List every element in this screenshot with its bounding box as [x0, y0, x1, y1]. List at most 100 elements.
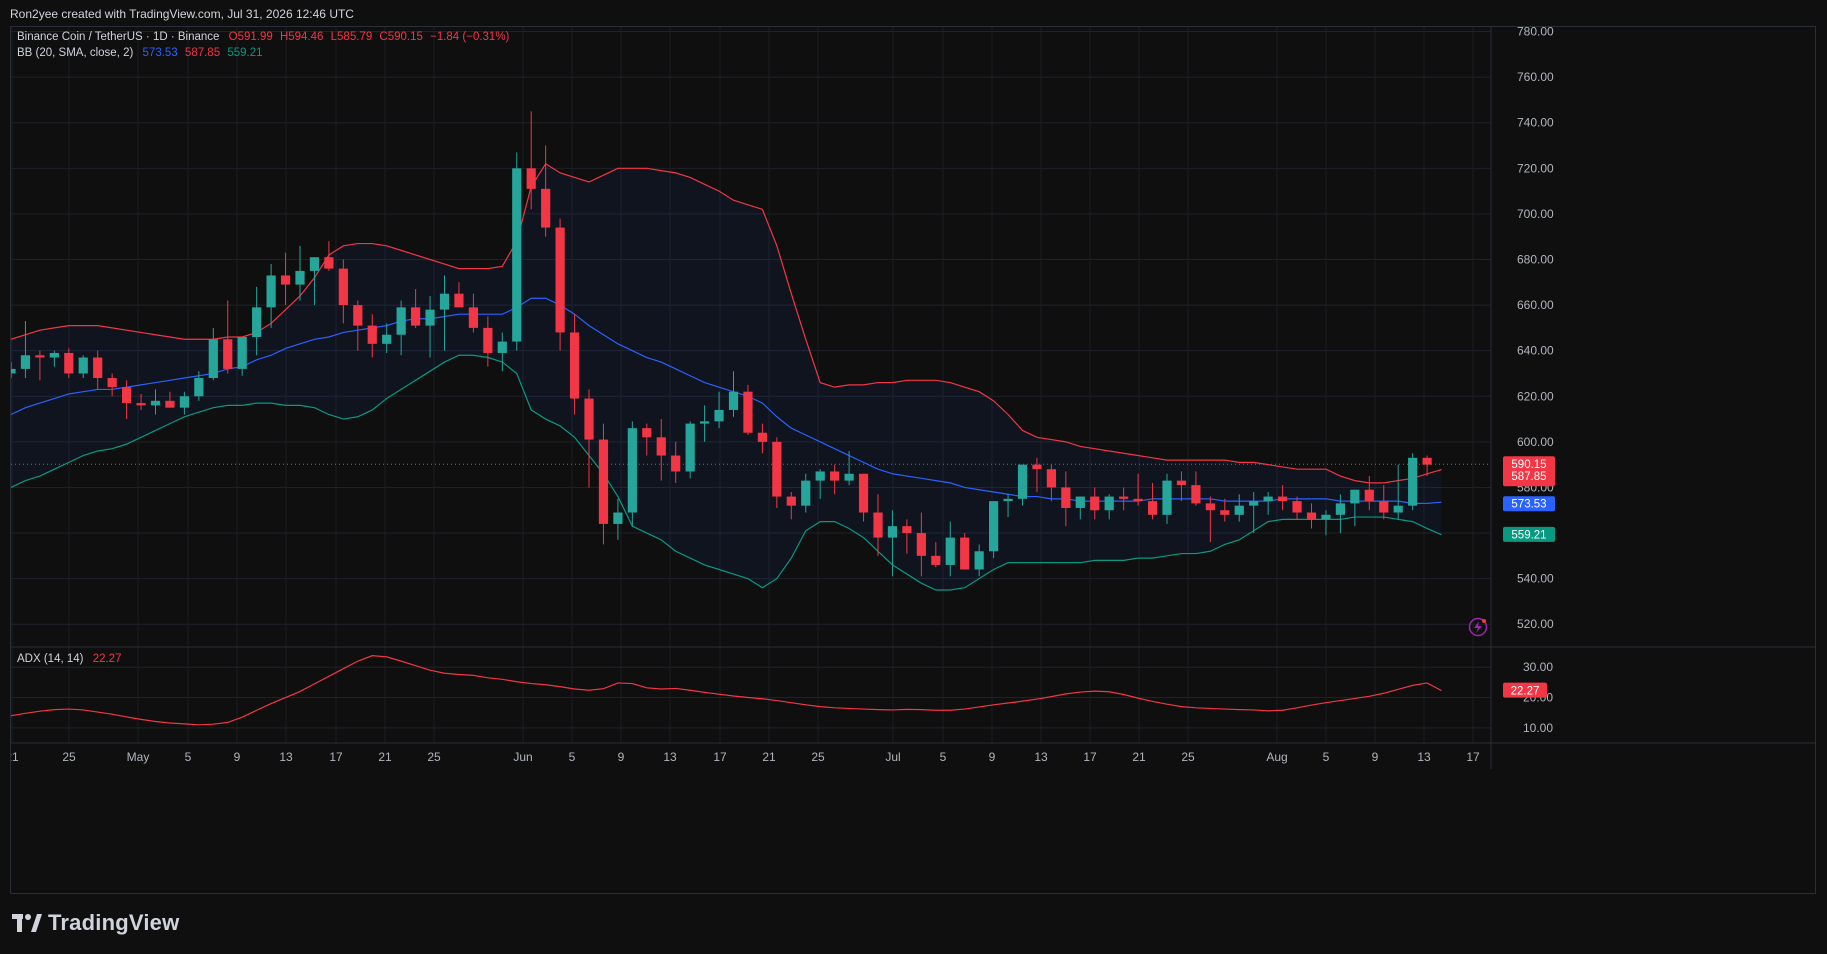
time-tick-label: 9	[234, 750, 241, 764]
candle-body	[1321, 514, 1331, 520]
candle	[1191, 471, 1201, 506]
candle-body	[671, 455, 681, 472]
candle-body	[136, 403, 146, 406]
candle-body	[555, 227, 565, 333]
candle-body	[902, 526, 912, 534]
legend-adx-row[interactable]: ADX (14, 14) 22.27	[17, 653, 121, 665]
candle	[656, 419, 666, 481]
time-tick-label: 9	[1372, 750, 1379, 764]
candle-body	[150, 400, 161, 406]
candle	[165, 391, 175, 408]
replay-icon-bolt	[1474, 621, 1482, 633]
candle	[1306, 503, 1317, 529]
candle-body	[569, 332, 580, 399]
tradingview-brand[interactable]: TradingView	[12, 910, 179, 936]
candle	[1292, 496, 1302, 520]
candle-body	[1119, 496, 1129, 499]
bb-upper-value: 587.85	[184, 47, 221, 59]
time-tick-label: 25	[427, 750, 441, 764]
candle-body	[1176, 480, 1187, 486]
candle	[396, 300, 406, 356]
candle	[541, 145, 551, 237]
candle	[642, 423, 652, 456]
time-tick-label: Aug	[1266, 750, 1287, 764]
bb-upper-line	[10, 162, 1442, 484]
price-tick-label: 660.00	[1517, 298, 1554, 312]
candle-body	[1335, 503, 1345, 515]
candle	[1321, 510, 1331, 536]
candle-body	[974, 551, 984, 570]
top-bar: Ron2yee created with TradingView.com, Ju…	[0, 0, 1827, 26]
legend-symbol-row[interactable]: Binance Coin / TetherUS · 1D · Binance O…	[17, 31, 509, 43]
legend-open: O591.99	[228, 31, 273, 43]
candle-body	[49, 352, 59, 358]
candle	[367, 314, 377, 358]
candle-body	[194, 378, 204, 397]
candle-body	[1133, 498, 1143, 502]
candle-body	[208, 339, 218, 379]
time-tick-label: 5	[940, 750, 947, 764]
replay-lightning-icon[interactable]	[1468, 617, 1488, 637]
candlestick-series[interactable]	[6, 111, 1432, 577]
candle	[1220, 498, 1230, 522]
candle	[266, 264, 276, 328]
legend-high: H594.46	[279, 31, 324, 43]
candle	[208, 327, 218, 381]
candle	[353, 300, 363, 351]
price-tick-label: 740.00	[1517, 116, 1554, 130]
candle	[439, 275, 450, 351]
candle	[1263, 492, 1273, 515]
candle	[1032, 457, 1042, 492]
candle-body	[1234, 505, 1244, 515]
candle-body	[1350, 489, 1360, 504]
candle	[179, 391, 189, 415]
candle	[526, 111, 536, 210]
candle-body	[1408, 457, 1418, 506]
candle	[1147, 482, 1158, 520]
time-tick-label: 9	[618, 750, 625, 764]
bb-label: BB (20, SMA, close, 2)	[17, 47, 134, 59]
time-tick-label: Jun	[513, 750, 532, 764]
candle-body	[700, 421, 710, 424]
candle-body	[454, 293, 464, 308]
candle-body	[786, 496, 796, 506]
candle-body	[989, 501, 999, 552]
chart-frame[interactable]: 520.00540.00560.00580.00600.00620.00640.…	[5, 25, 1816, 894]
candle-body	[1061, 487, 1071, 508]
symbol-title: Binance Coin / TetherUS · 1D · Binance	[17, 31, 220, 43]
candle	[815, 469, 825, 499]
candle-body	[728, 391, 739, 410]
price-tick-label: 760.00	[1517, 70, 1554, 84]
chart-canvas[interactable]: 520.00540.00560.00580.00600.00620.00640.…	[5, 25, 1815, 893]
candle-body	[1263, 496, 1273, 502]
candle-body	[916, 533, 926, 556]
candle-body	[367, 325, 377, 344]
candle-body	[1032, 464, 1042, 470]
candle-body	[613, 512, 623, 524]
candle	[382, 323, 392, 353]
candle	[483, 316, 493, 367]
candle	[931, 542, 941, 568]
candle	[1133, 473, 1143, 506]
candle	[584, 389, 594, 488]
candle	[411, 289, 421, 328]
adx-value: 22.27	[92, 653, 122, 665]
candle-body	[165, 400, 175, 408]
candle	[1061, 471, 1071, 527]
candle-body	[1162, 480, 1172, 515]
time-tick-label: 25	[811, 750, 825, 764]
adx-line	[10, 655, 1442, 726]
candle	[468, 293, 478, 333]
candle	[150, 389, 161, 415]
candle	[801, 473, 811, 513]
candle	[1335, 494, 1345, 534]
candle	[194, 371, 204, 401]
candle-body	[1306, 512, 1317, 520]
candle-body	[526, 168, 536, 189]
legend-bb-row[interactable]: BB (20, SMA, close, 2) 573.53 587.85 559…	[17, 47, 263, 59]
candle-body	[78, 357, 88, 374]
candle	[1046, 464, 1056, 502]
adx-series-line	[10, 655, 1442, 726]
candle	[122, 380, 132, 420]
candle-body	[1191, 485, 1201, 504]
